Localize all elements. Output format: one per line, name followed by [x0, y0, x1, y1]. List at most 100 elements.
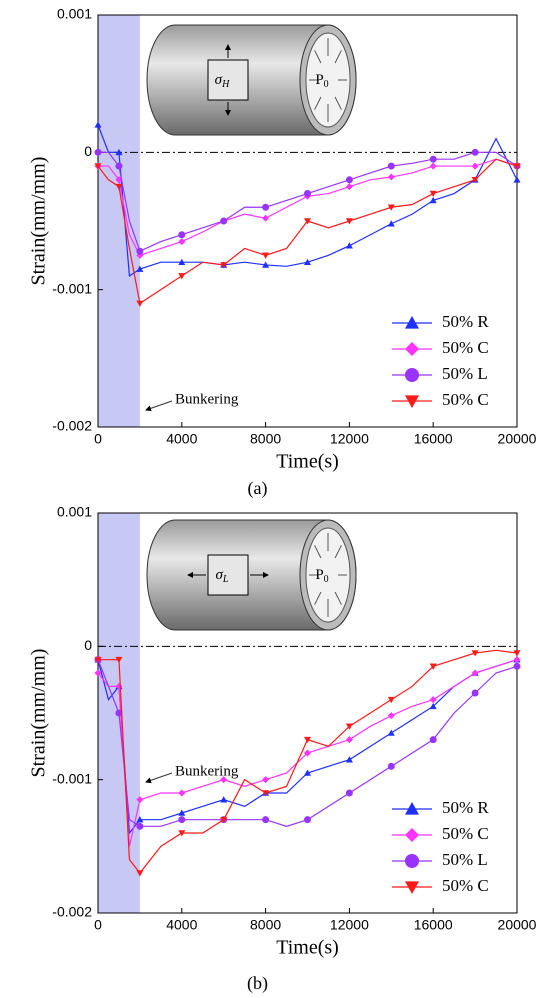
data-marker — [178, 789, 186, 797]
inset-label: P0 — [315, 72, 328, 90]
stress-element — [207, 59, 249, 101]
data-marker — [262, 203, 270, 211]
series-line — [97, 659, 518, 827]
data-marker — [304, 749, 311, 757]
inset-label: σH — [215, 72, 230, 90]
y-tick-label: -0.002 — [52, 418, 92, 434]
data-marker — [513, 176, 521, 183]
legend-label: 50% C — [442, 338, 489, 357]
x-tick-label: 20000 — [498, 431, 537, 447]
data-marker — [429, 196, 437, 204]
data-marker — [471, 689, 479, 697]
y-tick-label: 0 — [84, 637, 92, 653]
data-marker — [429, 155, 437, 163]
legend-label: 50% C — [442, 824, 489, 843]
data-marker — [136, 247, 144, 255]
series-line — [98, 158, 518, 257]
legend-label: 50% C — [442, 390, 489, 409]
x-tick-label: 0 — [94, 917, 102, 933]
data-marker — [178, 238, 186, 246]
data-marker — [94, 163, 102, 170]
data-marker — [220, 816, 228, 824]
x-tick-label: 4000 — [166, 431, 197, 447]
y-tick-label: 0.001 — [57, 504, 92, 520]
data-marker — [178, 830, 186, 837]
data-marker — [136, 816, 144, 823]
data-marker — [387, 162, 395, 170]
legend-label: 50% L — [442, 364, 488, 383]
data-marker — [178, 231, 186, 239]
cylinder-bore — [305, 32, 351, 128]
data-marker — [262, 261, 270, 268]
data-marker — [115, 183, 123, 191]
legend-marker — [405, 368, 419, 382]
data-marker — [262, 214, 270, 222]
annotation-arrow — [145, 772, 173, 784]
pressure-arrow — [334, 545, 342, 559]
pressure-arrow — [314, 96, 322, 110]
data-marker — [513, 650, 521, 657]
series-line — [98, 649, 518, 874]
data-marker — [471, 669, 479, 677]
caption: (b) — [247, 973, 268, 994]
annotation: Bunkering — [175, 763, 239, 779]
annotation: Bunkering — [175, 391, 239, 407]
legend-marker — [405, 342, 419, 356]
plot-frame — [97, 512, 518, 914]
data-marker — [471, 148, 479, 156]
data-marker — [429, 162, 437, 170]
series-line — [98, 151, 518, 253]
data-marker — [94, 656, 102, 664]
legend-marker — [405, 316, 419, 329]
data-marker — [471, 650, 479, 657]
x-axis-label: Time(s) — [276, 937, 339, 959]
y-axis-label: Strain(mm/mm) — [28, 649, 50, 778]
data-marker — [115, 656, 123, 664]
caption: (a) — [248, 478, 268, 499]
data-marker — [513, 656, 521, 664]
y-tick-label: -0.002 — [52, 904, 92, 920]
legend-marker — [405, 828, 419, 842]
data-marker — [115, 148, 123, 156]
inset-label-base: P — [315, 72, 323, 88]
data-marker — [345, 242, 353, 249]
data-marker — [387, 696, 395, 704]
data-marker — [178, 258, 186, 265]
inset-label: P0 — [315, 567, 328, 585]
y-tick-label: -0.001 — [52, 770, 92, 786]
data-marker — [345, 789, 353, 797]
data-marker — [262, 776, 270, 784]
data-marker — [429, 190, 437, 198]
y-axis-label: Strain(mm/mm) — [28, 157, 50, 286]
data-marker — [387, 173, 395, 181]
data-marker — [304, 769, 311, 776]
inset-label-sub: H — [221, 79, 230, 90]
pressure-arrow — [334, 50, 342, 64]
data-marker — [345, 736, 353, 744]
inset-label-sub: 0 — [324, 79, 329, 90]
data-marker — [429, 663, 437, 670]
data-marker — [220, 776, 228, 784]
inset-label: σL — [216, 567, 229, 585]
y-tick-label: 0 — [84, 143, 92, 159]
x-tick-label: 12000 — [330, 917, 369, 933]
x-tick-label: 4000 — [166, 917, 197, 933]
x-tick-label: 16000 — [414, 431, 453, 447]
data-marker — [304, 816, 311, 824]
data-marker — [178, 273, 186, 280]
data-marker — [345, 183, 353, 191]
legend-marker — [405, 881, 419, 894]
data-marker — [387, 204, 395, 211]
legend-label: 50% R — [442, 798, 489, 817]
legend-marker — [405, 854, 419, 868]
data-marker — [220, 262, 228, 269]
data-marker — [304, 190, 311, 198]
x-tick-label: 8000 — [250, 917, 281, 933]
data-marker — [471, 162, 479, 170]
data-marker — [136, 265, 144, 272]
x-tick-label: 8000 — [250, 431, 281, 447]
series-line — [97, 659, 518, 847]
data-marker — [220, 217, 228, 225]
inset-label-sub: L — [222, 574, 229, 585]
